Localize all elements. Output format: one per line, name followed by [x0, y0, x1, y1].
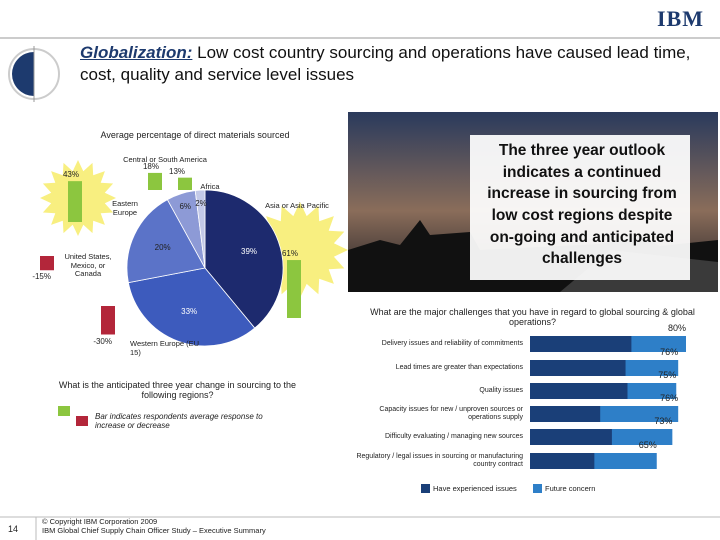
- bar-value-label: 75%: [658, 370, 677, 380]
- bar-value-label: 76%: [660, 393, 679, 403]
- pie-value-label: 39%: [241, 247, 258, 257]
- bar: [530, 360, 626, 376]
- region-label: United States, Mexico, or Canada: [64, 252, 112, 279]
- bar-value-label: 73%: [654, 416, 673, 426]
- pie-subtitle: Average percentage of direct materials s…: [100, 130, 290, 140]
- pie-slice: [127, 267, 256, 347]
- pie-value-label: 33%: [181, 307, 198, 317]
- region-label: Africa: [200, 182, 220, 191]
- change-bar: [178, 177, 192, 190]
- bar-category: Lead times are greater than expectations: [395, 363, 523, 371]
- callout: The three year outlook indicates a conti…: [487, 142, 677, 268]
- change-label: 18%: [142, 161, 159, 171]
- region-label: Western Europe (EU 15): [130, 339, 200, 357]
- title-lead: Globalization:: [80, 43, 193, 62]
- pie-slice: [126, 199, 206, 284]
- change-bar: [148, 172, 162, 190]
- pie-value-label: 20%: [154, 243, 171, 253]
- legend-increase: [58, 406, 70, 416]
- bar: [530, 406, 601, 422]
- change-question: What is the anticipated three year chang…: [58, 380, 297, 401]
- change-label: -30%: [93, 336, 112, 346]
- change-bar: [40, 256, 54, 271]
- bar-category: Capacity issues for new / unproven sourc…: [379, 405, 523, 421]
- pie-slice: [194, 189, 206, 269]
- pie-value-label: 2%: [195, 199, 207, 209]
- bar-question: What are the major challenges that you h…: [370, 307, 695, 328]
- change-bar: [68, 181, 82, 222]
- change-label: 43%: [62, 170, 79, 180]
- bar-category: Regulatory / legal issues in sourcing or…: [356, 452, 523, 468]
- legend-swatch: [421, 484, 430, 493]
- globe-icon: [8, 46, 60, 102]
- bar: [530, 336, 632, 352]
- bar: [530, 383, 628, 399]
- region-label: Eastern Europe: [112, 199, 138, 217]
- legend-decrease: [76, 416, 88, 426]
- title: Globalization: Low cost country sourcing…: [80, 42, 715, 86]
- pie-value-label: 6%: [179, 202, 192, 212]
- region-label: Asia or Asia Pacific: [265, 201, 329, 210]
- change-label: -15%: [32, 272, 51, 282]
- change-legend: Bar indicates respondents average respon…: [95, 412, 263, 431]
- pie-slice: [204, 189, 284, 329]
- bar-category: Delivery issues and reliability of commi…: [381, 339, 523, 347]
- title-rest: Low cost country sourcing and operations…: [80, 43, 691, 85]
- bar-category: Difficulty evaluating / managing new sou…: [384, 432, 523, 440]
- copyright: © Copyright IBM Corporation 2009: [42, 517, 158, 526]
- bar-value-label: 76%: [660, 347, 679, 357]
- change-bar: [287, 260, 301, 318]
- bar: [530, 429, 612, 445]
- photo: [348, 112, 718, 292]
- bar-category: Quality issues: [479, 386, 523, 394]
- bar-value-label: 80%: [667, 323, 686, 333]
- legend-swatch: [533, 484, 542, 493]
- change-label: 13%: [169, 166, 186, 176]
- legend-label: Have experienced issues: [433, 484, 517, 493]
- change-label: 61%: [281, 249, 298, 259]
- legend-label: Future concern: [545, 484, 596, 493]
- logo: IBM: [657, 6, 704, 31]
- bar-value-label: 65%: [638, 440, 657, 450]
- bar: [530, 453, 595, 469]
- region-label: Central or South America: [123, 155, 207, 164]
- change-bar: [101, 306, 115, 335]
- study-name: IBM Global Chief Supply Chain Officer St…: [42, 526, 266, 535]
- page-number: 14: [8, 524, 19, 534]
